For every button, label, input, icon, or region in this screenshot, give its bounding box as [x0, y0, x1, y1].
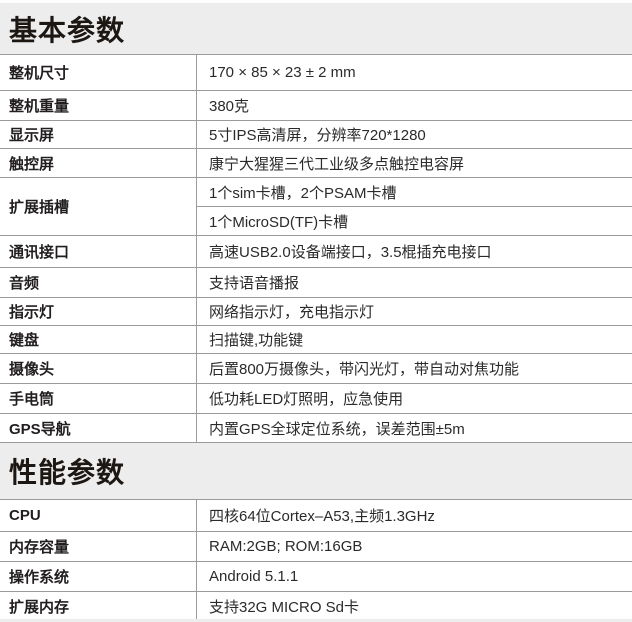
- spec-value: 四核64位Cortex–A53,主频1.3GHz: [209, 508, 435, 525]
- spec-value: 后置800万摄像头，带闪光灯，带自动对焦功能: [209, 361, 520, 378]
- section-band-basic: 基本参数: [0, 3, 632, 54]
- spec-row: 通讯接口 高速USB2.0设备端接口，3.5棍插充电接口: [0, 236, 632, 268]
- spec-values: 高速USB2.0设备端接口，3.5棍插充电接口: [197, 236, 632, 267]
- spec-value: 5寸IPS高清屏，分辨率720*1280: [209, 127, 426, 144]
- spec-values: 网络指示灯，充电指示灯: [197, 298, 632, 325]
- spec-table-basic: 整机尺寸 170 × 85 × 23 ± 2 mm 整机重量 380克 显示屏 5寸IPS…: [0, 54, 632, 443]
- spec-label: 操作系统: [0, 562, 197, 591]
- spec-label: 音频: [0, 268, 197, 297]
- spec-values: 扫描键,功能键: [197, 326, 632, 353]
- spec-label: 整机尺寸: [0, 55, 197, 90]
- spec-row: 整机尺寸 170 × 85 × 23 ± 2 mm: [0, 55, 632, 91]
- spec-value: 支持语音播报: [209, 275, 300, 292]
- spec-row: CPU 四核64位Cortex–A53,主频1.3GHz: [0, 500, 632, 532]
- spec-values: 康宁大猩猩三代工业级多点触控电容屏: [197, 149, 632, 177]
- spec-row: 整机重量 380克: [0, 91, 632, 121]
- spec-values: Android 5.1.1: [197, 562, 632, 591]
- spec-row: 操作系统 Android 5.1.1: [0, 562, 632, 592]
- spec-label: 键盘: [0, 326, 197, 353]
- spec-values: 支持语音播报: [197, 268, 632, 297]
- spec-values: 5寸IPS高清屏，分辨率720*1280: [197, 121, 632, 148]
- spec-row: 手电筒 低功耗LED灯照明，应急使用: [0, 384, 632, 414]
- spec-values: 380克: [197, 91, 632, 120]
- spec-label: 扩展内存: [0, 592, 197, 620]
- spec-value: 网络指示灯，充电指示灯: [209, 304, 375, 321]
- spec-label: 扩展插槽: [0, 178, 197, 235]
- spec-label: CPU: [0, 500, 197, 531]
- spec-row: 扩展内存 支持32G MICRO Sd卡: [0, 592, 632, 621]
- spec-label: GPS导航: [0, 414, 197, 442]
- spec-values: RAM:2GB; ROM:16GB: [197, 532, 632, 561]
- spec-values: 四核64位Cortex–A53,主频1.3GHz: [197, 500, 632, 531]
- spec-label: 显示屏: [0, 121, 197, 148]
- spec-value: 内置GPS全球定位系统，误差范围±5m: [209, 420, 465, 438]
- spec-label: 内存容量: [0, 532, 197, 561]
- spec-values: 支持32G MICRO Sd卡: [197, 592, 632, 620]
- spec-row: 扩展插槽 1个sim卡槽，2个PSAM卡槽 1个MicroSD(TF)卡槽: [0, 178, 632, 236]
- spec-values: 1个sim卡槽，2个PSAM卡槽 1个MicroSD(TF)卡槽: [197, 178, 632, 235]
- next-section-band-cutoff: [0, 619, 632, 622]
- spec-label: 通讯接口: [0, 236, 197, 267]
- spec-row: 内存容量 RAM:2GB; ROM:16GB: [0, 532, 632, 562]
- spec-value: 380克: [209, 98, 250, 115]
- spec-label: 手电筒: [0, 384, 197, 413]
- spec-label: 整机重量: [0, 91, 197, 120]
- section-band-performance: 性能参数: [0, 443, 632, 499]
- spec-row: 键盘 扫描键,功能键: [0, 326, 632, 354]
- spec-values: 后置800万摄像头，带闪光灯，带自动对焦功能: [197, 354, 632, 383]
- spec-value: Android 5.1.1: [209, 568, 299, 585]
- spec-value: 1个sim卡槽，2个PSAM卡槽: [197, 178, 632, 207]
- spec-label: 指示灯: [0, 298, 197, 325]
- spec-value: 扫描键,功能键: [209, 332, 304, 349]
- spec-value: 支持32G MICRO Sd卡: [209, 598, 360, 616]
- spec-row: 摄像头 后置800万摄像头，带闪光灯，带自动对焦功能: [0, 354, 632, 384]
- spec-values: 170 × 85 × 23 ± 2 mm: [197, 55, 632, 90]
- section-title-performance: 性能参数: [9, 457, 126, 488]
- spec-row: 指示灯 网络指示灯，充电指示灯: [0, 298, 632, 326]
- section-title-basic: 基本参数: [9, 14, 126, 46]
- spec-row: 显示屏 5寸IPS高清屏，分辨率720*1280: [0, 121, 632, 149]
- spec-table-performance: CPU 四核64位Cortex–A53,主频1.3GHz 内存容量 RAM:2GB; …: [0, 499, 632, 621]
- spec-value: RAM:2GB; ROM:16GB: [209, 538, 363, 555]
- spec-row: GPS导航 内置GPS全球定位系统，误差范围±5m: [0, 414, 632, 443]
- spec-value: 170 × 85 × 23 ± 2 mm: [209, 64, 356, 81]
- spec-value: 康宁大猩猩三代工业级多点触控电容屏: [209, 155, 465, 173]
- spec-row: 触控屏 康宁大猩猩三代工业级多点触控电容屏: [0, 149, 632, 178]
- spec-values: 低功耗LED灯照明，应急使用: [197, 384, 632, 413]
- spec-label: 摄像头: [0, 354, 197, 383]
- spec-values: 内置GPS全球定位系统，误差范围±5m: [197, 414, 632, 442]
- spec-value: 1个MicroSD(TF)卡槽: [209, 213, 349, 231]
- spec-label: 触控屏: [0, 149, 197, 177]
- spec-row: 音频 支持语音播报: [0, 268, 632, 298]
- spec-value: 低功耗LED灯照明，应急使用: [209, 391, 404, 408]
- spec-value: 高速USB2.0设备端接口，3.5棍插充电接口: [209, 244, 492, 261]
